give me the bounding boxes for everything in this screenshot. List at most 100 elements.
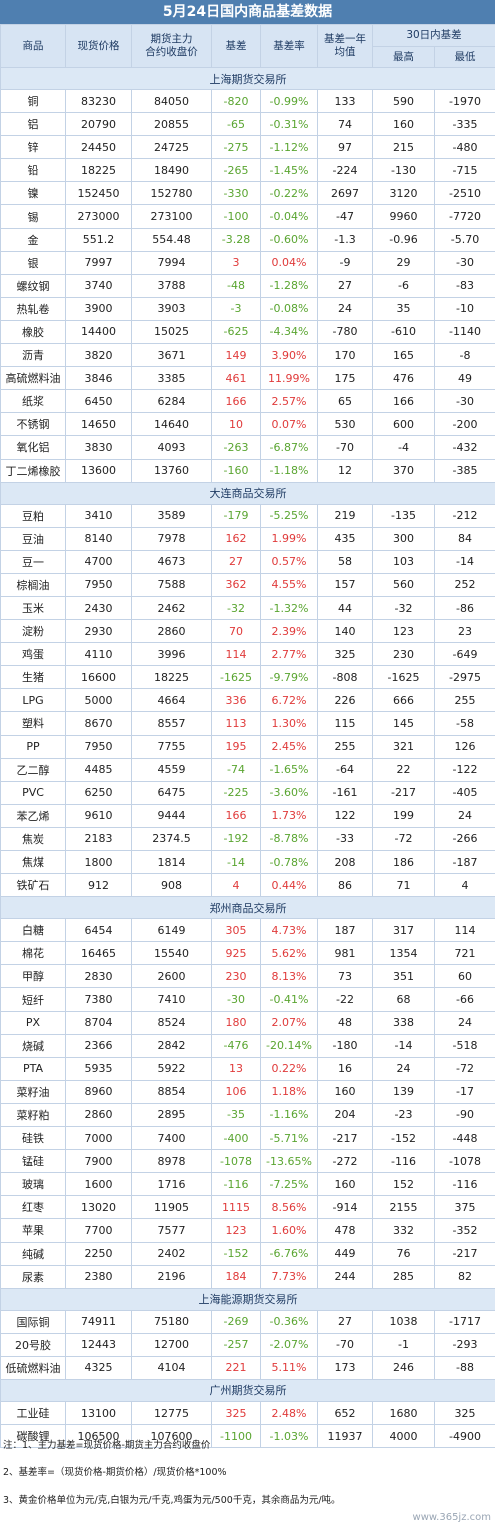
cell-basis: -14 <box>211 849 261 875</box>
cell-product: 尿素 <box>0 1264 66 1289</box>
cell-low: -17 <box>434 1079 495 1104</box>
table-row: 苹果 7700 7577 123 1.60% 478 332 -352 <box>0 1218 495 1243</box>
cell-spot: 273000 <box>65 204 132 229</box>
cell-basis-rate: -0.22% <box>260 181 318 206</box>
cell-high: -610 <box>372 319 435 345</box>
cell-product: 生猪 <box>0 665 66 690</box>
table-row: 生猪 16600 18225 -1625 -9.79% -808 -1625 -2975 <box>0 665 495 690</box>
cell-basis-rate: -9.79% <box>260 665 318 690</box>
header-avg-line1: 基差一年 <box>324 33 366 45</box>
cell-spot: 3740 <box>65 273 132 298</box>
cell-basis: 180 <box>211 1010 261 1035</box>
cell-low: 325 <box>434 1400 495 1426</box>
cell-low: -1078 <box>434 1149 495 1174</box>
cell-basis-rate: -0.36% <box>260 1309 318 1334</box>
cell-basis-rate: 6.72% <box>260 688 318 713</box>
cell-high: 590 <box>372 88 435 114</box>
cell-basis: -3.28 <box>211 227 261 252</box>
cell-high: 317 <box>372 918 435 943</box>
cell-spot: 8960 <box>65 1079 132 1104</box>
cell-low: -66 <box>434 987 495 1012</box>
cell-avg: 86 <box>317 873 373 898</box>
cell-basis-rate: -4.34% <box>260 319 318 345</box>
header-range30: 30日内基差 <box>372 24 495 47</box>
cell-basis: 925 <box>211 941 261 966</box>
cell-spot: 1600 <box>65 1172 132 1197</box>
cell-high: 71 <box>372 873 435 898</box>
cell-low: -14 <box>434 549 495 574</box>
cell-futures: 12775 <box>131 1400 212 1426</box>
table-row: 锰硅 7900 8978 -1078 -13.65% -272 -116 -1078 <box>0 1149 495 1174</box>
cell-avg: -780 <box>317 319 373 345</box>
cell-high: 1680 <box>372 1400 435 1426</box>
table-row: 铝 20790 20855 -65 -0.31% 74 160 -335 <box>0 112 495 137</box>
cell-avg: -224 <box>317 158 373 183</box>
cell-spot: 5935 <box>65 1056 132 1081</box>
footnote-3: 3、黄金价格单位为元/克,白银为元/千克,鸡蛋为元/500千克，其余商品为元/吨… <box>3 1495 341 1506</box>
cell-basis: 195 <box>211 734 261 759</box>
cell-basis-rate: 0.22% <box>260 1056 318 1081</box>
cell-basis-rate: -5.25% <box>260 503 318 528</box>
cell-avg: -9 <box>317 250 373 275</box>
cell-spot: 7700 <box>65 1218 132 1243</box>
cell-futures: 7994 <box>131 250 212 275</box>
cell-avg: 530 <box>317 412 373 437</box>
cell-high: -1625 <box>372 665 435 690</box>
cell-high: -135 <box>372 503 435 528</box>
cell-product: 锰硅 <box>0 1149 66 1174</box>
cell-avg: -914 <box>317 1195 373 1220</box>
cell-spot: 3830 <box>65 435 132 460</box>
cell-product: 甲醇 <box>0 964 66 989</box>
cell-basis-rate: 1.60% <box>260 1218 318 1243</box>
cell-spot: 13100 <box>65 1400 132 1426</box>
cell-basis-rate: -3.60% <box>260 780 318 805</box>
cell-basis-rate: -8.78% <box>260 826 318 852</box>
cell-basis-rate: -1.45% <box>260 158 318 183</box>
cell-product: 短纤 <box>0 987 66 1012</box>
cell-spot: 912 <box>65 873 132 898</box>
cell-low: -83 <box>434 273 495 298</box>
cell-high: 22 <box>372 757 435 782</box>
cell-basis-rate: 2.45% <box>260 734 318 759</box>
cell-basis-rate: 8.56% <box>260 1195 318 1220</box>
table-row: 塑料 8670 8557 113 1.30% 115 145 -58 <box>0 711 495 736</box>
cell-basis-rate: 5.11% <box>260 1355 318 1380</box>
cell-low: 49 <box>434 366 495 391</box>
cell-low: 721 <box>434 941 495 966</box>
cell-spot: 2183 <box>65 826 132 852</box>
cell-spot: 3900 <box>65 296 132 321</box>
cell-basis: -265 <box>211 158 261 183</box>
cell-avg: 160 <box>317 1172 373 1197</box>
cell-avg: 255 <box>317 734 373 759</box>
cell-product: PVC <box>0 780 66 805</box>
cell-futures: 6284 <box>131 389 212 414</box>
cell-product: 白糖 <box>0 918 66 943</box>
table-row: 锡 273000 273100 -100 -0.04% -47 9960 -7720 <box>0 204 495 229</box>
table-row: PP 7950 7755 195 2.45% 255 321 126 <box>0 734 495 759</box>
cell-low: -30 <box>434 250 495 275</box>
cell-avg: 133 <box>317 88 373 114</box>
cell-basis-rate: -1.16% <box>260 1102 318 1128</box>
cell-avg: 244 <box>317 1264 373 1289</box>
cell-futures: 4559 <box>131 757 212 782</box>
cell-futures: 18225 <box>131 665 212 690</box>
cell-avg: -217 <box>317 1126 373 1151</box>
page-title: 5月24日国内商品基差数据 <box>0 0 495 25</box>
table-row: PX 8704 8524 180 2.07% 48 338 24 <box>0 1010 495 1035</box>
cell-product: 不锈钢 <box>0 412 66 437</box>
cell-low: -212 <box>434 503 495 528</box>
cell-low: -266 <box>434 826 495 852</box>
cell-product: PTA <box>0 1056 66 1081</box>
table-row: 纯碱 2250 2402 -152 -6.76% 449 76 -217 <box>0 1241 495 1266</box>
cell-high: 321 <box>372 734 435 759</box>
cell-basis: 3 <box>211 250 261 275</box>
header-futures-line1: 期货主力 <box>150 33 193 45</box>
cell-spot: 13020 <box>65 1195 132 1220</box>
cell-futures: 2842 <box>131 1033 212 1058</box>
cell-high: -14 <box>372 1033 435 1058</box>
cell-futures: 1716 <box>131 1172 212 1197</box>
table-row: 高硫燃料油 3846 3385 461 11.99% 175 476 49 <box>0 366 495 391</box>
cell-futures: 2860 <box>131 619 212 644</box>
cell-basis-rate: 4.55% <box>260 572 318 597</box>
cell-futures: 3788 <box>131 273 212 298</box>
